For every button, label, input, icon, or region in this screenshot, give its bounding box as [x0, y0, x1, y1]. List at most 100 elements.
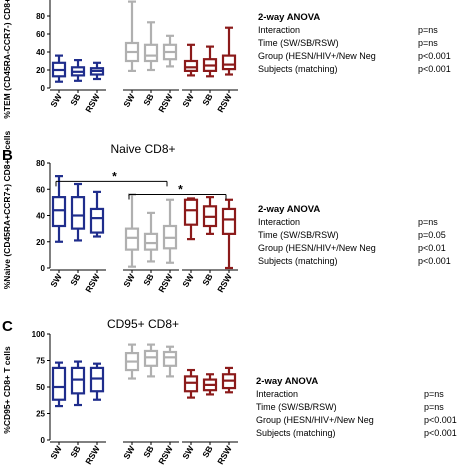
category-label: SB: [200, 444, 215, 459]
box-iqr: [143, 43, 159, 63]
box-iqr: [89, 207, 105, 234]
panel-A: %TEM (CD45RA-CCR7-) CD8+ T cells 0 20 40 60 8…: [2, 0, 451, 119]
box-rsw: RSW: [156, 198, 178, 294]
anova-row-value: p<0.001: [418, 64, 451, 74]
y-tick-label: 60: [36, 30, 45, 39]
y-tick-label: 75: [36, 357, 45, 366]
box-iqr: [70, 196, 86, 230]
y-tick-label: 40: [36, 212, 45, 221]
category-label: SW: [48, 91, 64, 109]
box-sw: SW: [121, 343, 140, 461]
category-label: RSW: [215, 271, 234, 294]
box-sw: SW: [48, 361, 67, 461]
box-sb: SB: [200, 373, 218, 459]
category-label: SB: [68, 444, 83, 459]
panel-C: C CD95+ CD8+ %CD95+ CD8+ T cells 0 25 50 75 100…: [2, 317, 457, 466]
anova-heading: 2-way ANOVA: [258, 12, 320, 23]
box-iqr: [221, 207, 237, 235]
category-label: RSW: [83, 91, 102, 114]
category-label: RSW: [215, 443, 234, 466]
box-iqr: [162, 350, 178, 367]
anova-row-label: Interaction: [256, 389, 298, 399]
y-tick-label: 20: [36, 238, 45, 247]
category-label: SW: [48, 443, 64, 461]
anova-heading: 2-way ANOVA: [256, 376, 318, 387]
y-tick-label: 0: [41, 84, 46, 93]
box-rsw: RSW: [83, 362, 105, 466]
y-tick-label: 0: [41, 264, 46, 273]
category-label: RSW: [83, 443, 102, 466]
y-tick-label: 25: [36, 410, 45, 419]
box-rsw: RSW: [215, 198, 237, 294]
category-label: SB: [141, 444, 156, 459]
category-label: SB: [200, 272, 215, 287]
significance-star: *: [178, 183, 183, 197]
box-sw: SW: [180, 43, 199, 109]
category-label: SB: [68, 92, 83, 107]
anova-row-value: p=ns: [418, 38, 438, 48]
box-rsw: RSW: [156, 345, 178, 466]
anova-row-value: p<0.001: [424, 415, 457, 425]
category-label: SW: [48, 271, 64, 289]
significance-bracket: *: [55, 169, 168, 187]
anova-row-label: Time (SW/SB/RSW): [258, 38, 339, 48]
anova-row-label: Group (HESN/HIV+/New Neg: [258, 51, 376, 61]
box-rsw: RSW: [215, 366, 237, 466]
anova-row-label: Subjects (matching): [258, 256, 338, 266]
anova-stats: 2-way ANOVA Interaction p=ns Time (SW/SB/RS…: [256, 376, 457, 438]
anova-row-value: p<0.001: [424, 428, 457, 438]
category-label: SW: [180, 91, 196, 109]
box-iqr: [183, 198, 199, 226]
category-label: SB: [141, 272, 156, 287]
category-label: RSW: [156, 271, 175, 294]
y-axis-label: %CD95+ CD8+ T cells: [2, 346, 12, 434]
category-label: SW: [121, 443, 137, 461]
category-label: SB: [200, 92, 215, 107]
box-sw: SW: [48, 175, 67, 289]
anova-heading: 2-way ANOVA: [258, 204, 320, 215]
box-iqr: [221, 54, 237, 71]
box-rsw: RSW: [83, 61, 105, 114]
category-label: SW: [180, 443, 196, 461]
y-tick-label: 0: [41, 436, 46, 445]
panel-letter: B: [2, 147, 13, 164]
anova-stats: 2-way ANOVA Interaction p=ns Time (SW/SB/RS…: [258, 204, 451, 266]
y-tick-label: 40: [36, 48, 45, 57]
category-label: RSW: [83, 271, 102, 294]
box-sw: SW: [121, 193, 140, 289]
category-label: SB: [68, 272, 83, 287]
y-tick-label: 50: [36, 383, 45, 392]
category-label: SB: [141, 92, 156, 107]
box-rsw: RSW: [156, 34, 178, 114]
category-label: RSW: [156, 91, 175, 114]
panel-B: B Naive CD8+ %Naive (CD45RA+CCR7+) CD8+ T …: [2, 130, 451, 294]
box-sb: SB: [200, 45, 218, 107]
anova-row-label: Interaction: [258, 25, 300, 35]
panel-title: Naive CD8+: [110, 142, 175, 156]
y-tick-label: 80: [36, 159, 45, 168]
box-iqr: [51, 366, 67, 401]
box-sw: SW: [180, 368, 199, 461]
anova-row-value: p=ns: [418, 217, 438, 227]
category-label: RSW: [215, 91, 234, 114]
anova-row-label: Group (HESN/HIV+/New Neg: [258, 243, 376, 253]
y-tick-label: 60: [36, 185, 45, 194]
category-label: SW: [121, 91, 137, 109]
box-sw: SW: [180, 197, 199, 289]
anova-row-label: Time (SW/SB/RSW): [256, 402, 337, 412]
y-axis-label: %TEM (CD45RA-CCR7-) CD8+ T cells: [2, 0, 12, 119]
box-iqr: [51, 196, 67, 228]
category-label: SW: [121, 271, 137, 289]
anova-row-label: Time (SW/SB/RSW): [258, 230, 339, 240]
anova-row-label: Subjects (matching): [258, 64, 338, 74]
anova-row-label: Interaction: [258, 217, 300, 227]
box-sb: SB: [68, 182, 86, 287]
box-sw: SW: [121, 0, 140, 109]
box-sb: SB: [68, 58, 86, 107]
category-label: RSW: [156, 443, 175, 466]
significance-star: *: [112, 169, 117, 183]
anova-row-value: p<0.001: [418, 51, 451, 61]
anova-row-label: Subjects (matching): [256, 428, 336, 438]
category-label: SW: [180, 271, 196, 289]
